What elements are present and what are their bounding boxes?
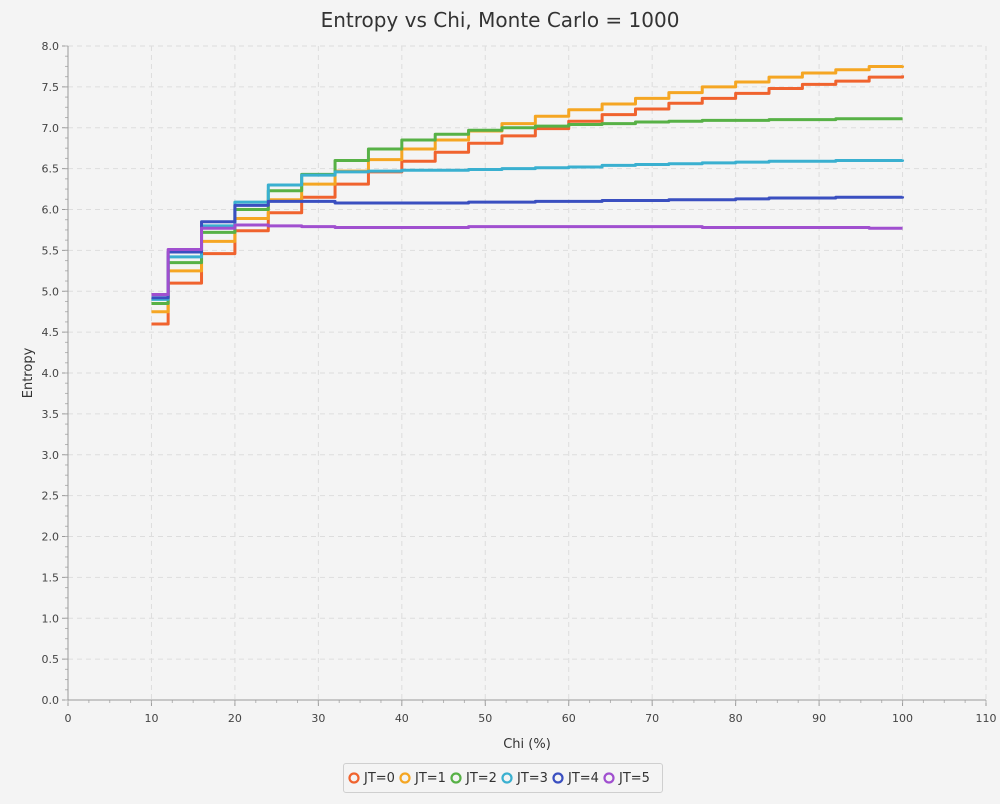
series-line-jt2 [151, 117, 903, 306]
y-tick-label: 1.5 [42, 571, 60, 584]
y-tick-label: 6.0 [42, 204, 60, 217]
x-axis-label: Chi (%) [503, 737, 551, 752]
chart-title: Entropy vs Chi, Monte Carlo = 1000 [321, 8, 680, 32]
grid [68, 45, 987, 700]
y-tick-label: 2.0 [42, 531, 60, 544]
series-line-jt3 [151, 158, 905, 301]
series-line-jt4 [151, 195, 905, 300]
x-tick-label: 110 [976, 712, 997, 725]
y-axis-label: Entropy [21, 347, 36, 398]
y-tick-label: 2.5 [42, 490, 60, 503]
plot-area [151, 64, 905, 326]
x-tick-label: 90 [812, 712, 826, 725]
series-line-jt5 [151, 223, 903, 297]
axes: 0 10 20 30 40 50 60 70 80 90 100 110 0.0 0.5 1.0 1.5 2.0… [42, 40, 997, 725]
x-tick-label: 70 [645, 712, 659, 725]
y-tick-label: 5.5 [42, 244, 60, 257]
x-tick-label: 40 [395, 712, 409, 725]
y-tick-label: 7.0 [42, 122, 60, 135]
y-tick-label: 7.5 [42, 81, 60, 94]
x-tick-label: 0 [65, 712, 72, 725]
series-line-jt0 [151, 75, 905, 326]
y-tick-label: 3.5 [42, 408, 60, 421]
y-tick-label: 4.0 [42, 367, 60, 380]
x-tick-label: 100 [892, 712, 913, 725]
y-tick-label: 0.5 [42, 653, 60, 666]
y-tick-label: 4.5 [42, 326, 60, 339]
y-tick-label: 8.0 [42, 40, 60, 53]
legend [343, 763, 663, 793]
x-tick-label: 50 [478, 712, 492, 725]
x-tick-label: 80 [729, 712, 743, 725]
x-tick-label: 60 [562, 712, 576, 725]
y-tick-label: 0.0 [42, 694, 60, 707]
x-tick-label: 10 [144, 712, 158, 725]
y-tick-label: 5.0 [42, 285, 60, 298]
series-line-jt1 [151, 64, 905, 314]
x-tick-label: 30 [311, 712, 325, 725]
y-tick-label: 1.0 [42, 612, 60, 625]
x-tick-label: 20 [228, 712, 242, 725]
y-tick-label: 6.5 [42, 163, 60, 176]
y-tick-label: 3.0 [42, 449, 60, 462]
